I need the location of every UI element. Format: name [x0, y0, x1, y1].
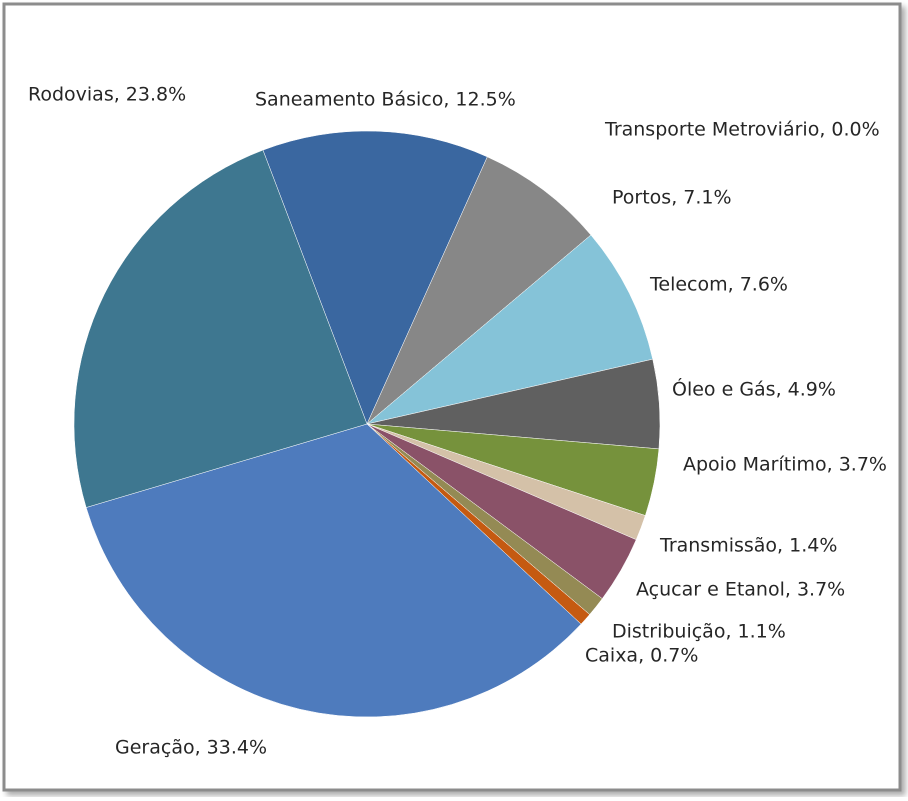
data-label: Transmissão, 1.4% [659, 535, 837, 557]
data-label: Açucar e Etanol, 3.7% [636, 579, 845, 601]
data-label: Telecom, 7.6% [649, 274, 788, 296]
data-label: Óleo e Gás, 4.9% [672, 377, 836, 401]
pie-slice [73, 149, 368, 508]
pie-slice [85, 423, 582, 718]
pie-slice [366, 156, 592, 425]
pie [73, 130, 661, 718]
labels: Saneamento Básico, 12.5% Transporte Metro… [28, 84, 887, 759]
pie-slice [262, 130, 488, 425]
data-label: Distribuição, 1.1% [612, 621, 786, 643]
data-label: Portos, 7.1% [612, 187, 732, 209]
data-label: Transporte Metroviário, 0.0% [604, 119, 880, 141]
data-label: Saneamento Básico, 12.5% [255, 89, 516, 111]
data-label: Geração, 33.4% [115, 737, 267, 759]
data-label: Caixa, 0.7% [585, 645, 698, 667]
data-label: Apoio Marítimo, 3.7% [683, 454, 887, 476]
pie-slice [366, 234, 654, 425]
data-label: Rodovias, 23.8% [28, 84, 186, 106]
